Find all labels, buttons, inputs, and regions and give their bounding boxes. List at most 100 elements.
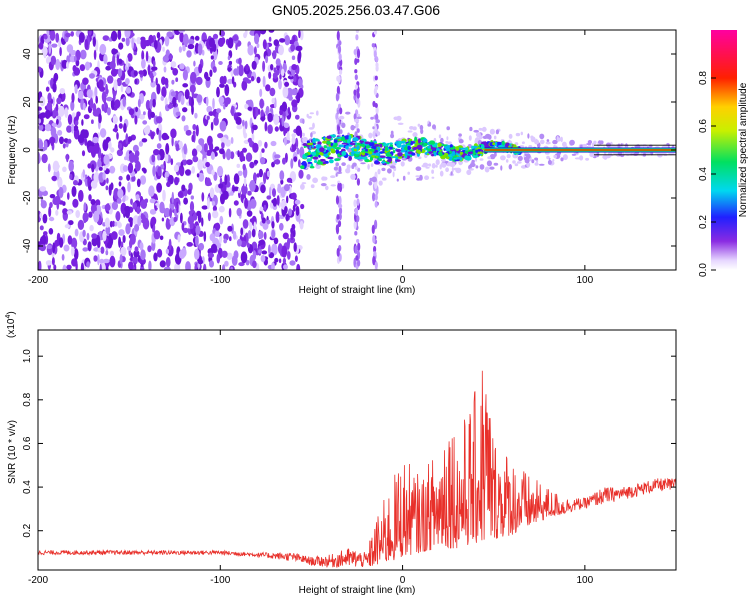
heatmap-cell: [274, 126, 279, 132]
heatmap-cell: [158, 129, 162, 142]
heatmap-cell: [385, 156, 392, 159]
heatmap-cell: [77, 134, 85, 144]
heatmap-cell: [396, 140, 399, 146]
heatmap-cell: [428, 151, 434, 154]
heatmap-cell: [582, 143, 587, 148]
heatmap-cell: [329, 159, 334, 164]
heatmap-cell: [337, 220, 342, 228]
heatmap-cell: [552, 159, 555, 162]
heatmap-cell: [88, 194, 92, 202]
heatmap-cell: [49, 194, 56, 199]
heatmap-cell: [197, 43, 203, 56]
heatmap-cell: [241, 80, 248, 91]
heatmap-cell: [74, 228, 79, 237]
heatmap-cell: [224, 84, 230, 97]
heatmap-cell: [181, 222, 185, 231]
heatmap-cell: [217, 133, 224, 139]
heatmap-cell: [540, 139, 545, 145]
heatmap-cell: [232, 230, 237, 240]
heatmap-cell: [611, 145, 617, 148]
heatmap-cell: [88, 30, 92, 36]
heatmap-cell: [119, 115, 123, 123]
heatmap-cell: [539, 133, 545, 140]
heatmap-cell: [142, 120, 148, 125]
heatmap-cell: [99, 263, 102, 270]
heatmap-cell: [320, 159, 325, 162]
heatmap-cell: [145, 99, 151, 111]
heatmap-cell: [198, 63, 203, 74]
heatmap-cell: [287, 106, 291, 115]
heatmap-cell: [242, 147, 247, 153]
heatmap-cell: [210, 243, 218, 253]
heatmap-cell: [205, 96, 209, 107]
heatmap-cell: [412, 147, 418, 151]
heatmap-cell: [353, 148, 357, 152]
heatmap-cell: [275, 58, 281, 66]
snr-scale-suffix: ): [6, 311, 17, 314]
heatmap-cell: [451, 166, 454, 173]
heatmap-cell: [52, 96, 55, 106]
heatmap-cell: [291, 88, 298, 96]
heatmap-cell: [212, 43, 217, 52]
heatmap-cell: [216, 253, 221, 264]
heatmap-cell: [347, 139, 350, 144]
heatmap-cell: [274, 257, 279, 263]
heatmap-cell: [338, 121, 341, 127]
heatmap-cell: [112, 91, 116, 101]
heatmap-cell: [74, 84, 78, 94]
heatmap-cell: [147, 245, 152, 253]
heatmap-y-tick-label: -20: [22, 190, 33, 205]
snr-y-tick-label: 1.0: [22, 349, 33, 363]
heatmap-cell: [291, 133, 297, 138]
heatmap-cell: [262, 75, 266, 88]
heatmap-cell: [430, 146, 437, 150]
heatmap-cell: [339, 152, 343, 156]
heatmap-cell: [102, 258, 110, 264]
heatmap-cell: [172, 68, 179, 76]
heatmap-cell: [254, 33, 260, 45]
heatmap-cell: [237, 187, 241, 194]
heatmap-cell: [428, 140, 436, 145]
heatmap-cell: [82, 229, 86, 238]
heatmap-cell: [225, 148, 232, 161]
heatmap-cell: [130, 198, 133, 205]
heatmap-cell: [433, 152, 437, 157]
heatmap-cell: [446, 156, 450, 160]
heatmap-cell: [446, 136, 449, 141]
heatmap-cell: [134, 246, 139, 253]
heatmap-cell: [268, 36, 272, 42]
heatmap-cell: [354, 231, 358, 236]
snr-y-tick-label: 0.2: [22, 523, 33, 537]
heatmap-cell: [194, 35, 200, 41]
heatmap-cell: [447, 141, 452, 145]
heatmap-cell: [459, 151, 464, 155]
heatmap-cell: [45, 260, 53, 266]
heatmap-cell: [48, 43, 52, 55]
heatmap-cell: [201, 205, 208, 210]
heatmap-cell: [295, 205, 300, 216]
heatmap-cell: [217, 37, 225, 48]
heatmap-cell: [335, 195, 340, 205]
heatmap-y-tick-label: 20: [22, 96, 33, 108]
heatmap-cell: [400, 161, 405, 167]
heatmap-cell: [271, 243, 278, 256]
heatmap-cell: [64, 107, 69, 118]
heatmap-cell: [257, 108, 261, 115]
heatmap-cell: [427, 145, 431, 149]
heatmap-cell: [273, 237, 279, 245]
heatmap-cell: [111, 220, 116, 227]
heatmap-cell: [140, 36, 146, 41]
heatmap-cell: [546, 155, 550, 160]
heatmap-cell: [52, 109, 56, 118]
heatmap-cell: [359, 140, 364, 143]
heatmap-cell: [175, 143, 180, 152]
heatmap-cell: [133, 250, 140, 258]
heatmap-cell: [124, 156, 128, 161]
heatmap-cell: [75, 59, 80, 67]
heatmap-cell: [560, 157, 564, 162]
heatmap-cell: [230, 191, 234, 196]
heatmap-cell: [339, 129, 343, 135]
heatmap-cell: [139, 242, 144, 251]
heatmap-cell: [161, 217, 165, 222]
heatmap-cell: [282, 157, 286, 165]
